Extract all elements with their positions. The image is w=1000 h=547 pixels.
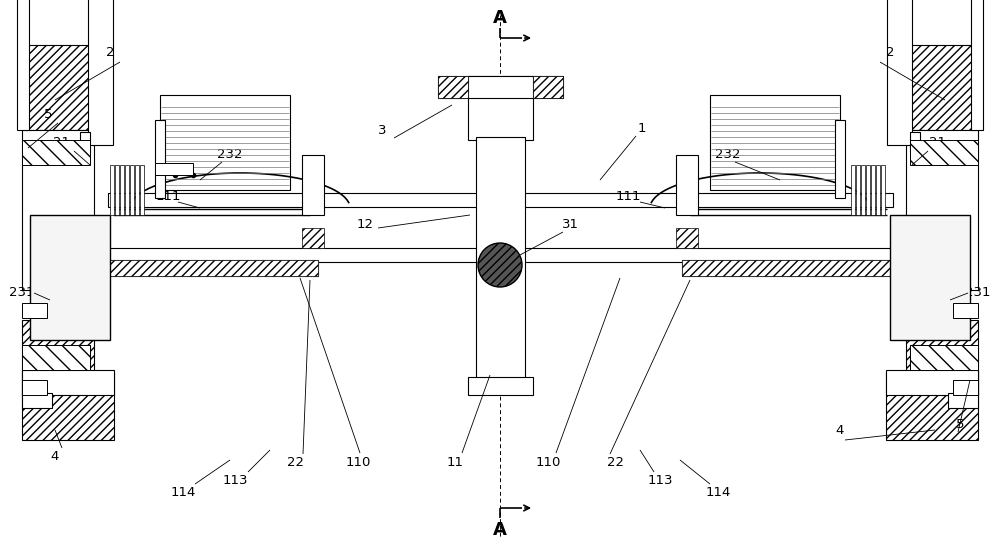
Bar (155, 163, 193, 175)
Text: 4: 4 (51, 451, 59, 463)
Bar (22, 320, 94, 395)
Bar (110, 165, 114, 215)
Bar (22, 45, 94, 130)
Bar (155, 120, 165, 198)
Bar (910, 345, 978, 370)
Bar (910, 140, 978, 165)
Bar (108, 248, 893, 262)
Bar (135, 165, 139, 215)
Bar (22, 393, 52, 408)
Bar (130, 165, 134, 215)
Bar (533, 76, 563, 98)
Text: 1: 1 (638, 121, 646, 135)
Bar (115, 165, 119, 215)
Bar (22, 303, 47, 318)
Bar (881, 165, 885, 215)
Text: A: A (493, 521, 507, 539)
Bar (835, 120, 845, 198)
Text: 22: 22 (608, 456, 624, 468)
Text: 21: 21 (54, 137, 70, 149)
Bar (682, 260, 892, 276)
Text: 113: 113 (647, 474, 673, 486)
Bar (120, 165, 124, 215)
Bar (88, 0, 113, 145)
Bar (108, 260, 318, 276)
Text: 12: 12 (356, 218, 374, 231)
Bar (468, 377, 533, 395)
Text: 231: 231 (9, 287, 35, 300)
Bar (953, 303, 978, 318)
Text: 3: 3 (378, 124, 386, 137)
Bar (125, 165, 129, 215)
Bar (30, 215, 110, 340)
Bar (851, 165, 855, 215)
Bar (906, 45, 978, 130)
Text: 232: 232 (217, 148, 243, 161)
Bar (302, 155, 324, 215)
Bar (108, 193, 893, 207)
Text: 2: 2 (106, 45, 114, 59)
Text: 111: 111 (155, 189, 181, 202)
Bar (710, 95, 840, 190)
Text: A: A (493, 9, 507, 27)
Bar (22, 140, 90, 165)
Bar (876, 165, 880, 215)
Bar (886, 372, 978, 440)
Text: 114: 114 (705, 486, 731, 498)
Text: 231: 231 (965, 287, 991, 300)
Text: 114: 114 (170, 486, 196, 498)
Bar (476, 137, 525, 380)
Bar (468, 95, 533, 140)
Bar (682, 260, 892, 276)
Bar (887, 0, 912, 145)
Text: 21: 21 (930, 137, 946, 149)
Text: 110: 110 (535, 456, 561, 468)
Circle shape (478, 243, 522, 287)
Bar (910, 132, 920, 152)
Text: 5: 5 (44, 108, 52, 121)
Bar (438, 76, 563, 98)
Bar (906, 130, 978, 290)
Bar (890, 215, 970, 340)
Text: 111: 111 (615, 189, 641, 202)
Bar (948, 393, 978, 408)
Bar (676, 228, 698, 248)
Bar (160, 95, 290, 190)
Bar (871, 165, 875, 215)
Text: 5: 5 (956, 418, 964, 432)
Bar (22, 372, 114, 440)
Text: 4: 4 (836, 423, 844, 437)
Bar (22, 370, 114, 395)
Bar (22, 380, 47, 395)
Bar (910, 345, 920, 365)
Bar (676, 155, 698, 215)
Text: 110: 110 (345, 456, 371, 468)
Bar (866, 165, 870, 215)
Bar (438, 76, 468, 98)
Bar (856, 165, 860, 215)
Bar (886, 370, 978, 395)
Bar (140, 165, 144, 215)
Bar (80, 345, 90, 365)
Text: 31: 31 (562, 218, 578, 231)
Bar (971, 0, 983, 130)
Bar (108, 260, 318, 276)
Bar (22, 345, 90, 370)
Bar (302, 228, 324, 248)
Bar (17, 0, 29, 130)
Bar (468, 76, 533, 98)
Bar (22, 130, 94, 290)
Text: 2: 2 (886, 45, 894, 59)
Text: 232: 232 (715, 148, 741, 161)
Text: 113: 113 (222, 474, 248, 486)
Bar (80, 132, 90, 152)
Text: 22: 22 (287, 456, 304, 468)
Text: 11: 11 (446, 456, 464, 468)
Bar (953, 380, 978, 395)
Bar (906, 320, 978, 395)
Bar (861, 165, 865, 215)
